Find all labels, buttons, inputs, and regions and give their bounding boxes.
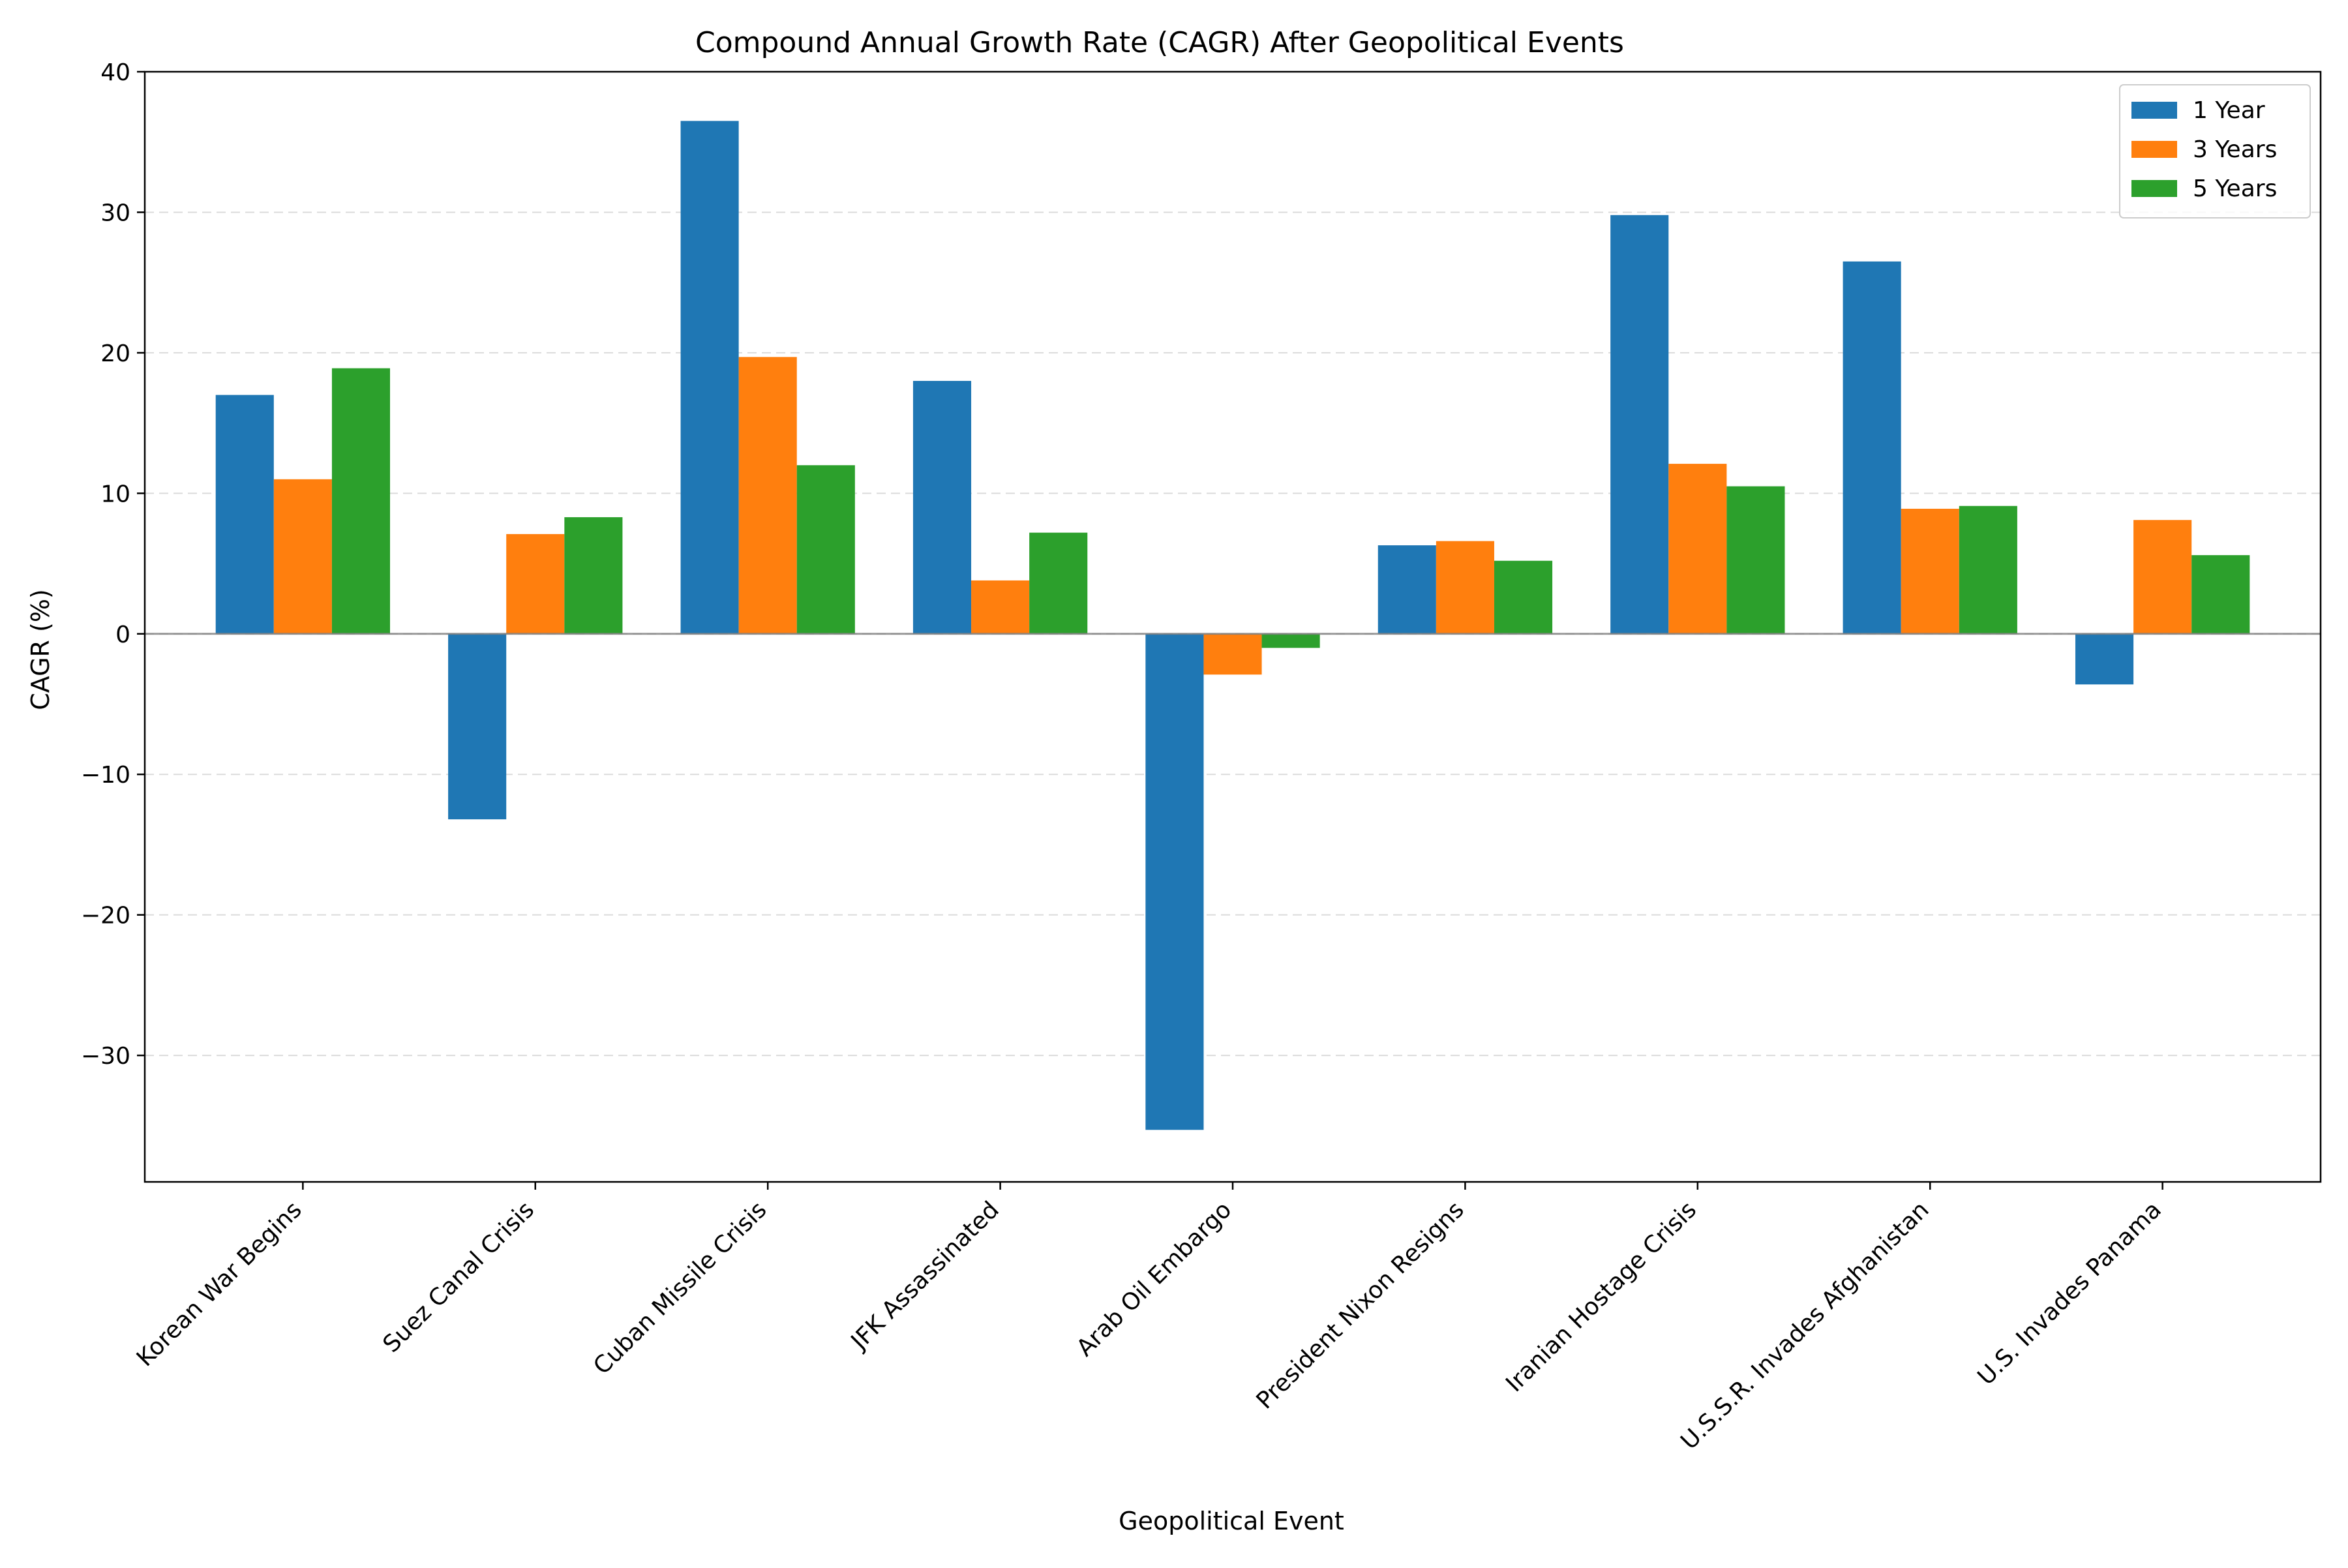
bar	[1436, 541, 1494, 634]
y-tick-label: −20	[81, 903, 130, 929]
y-tick-label: 40	[100, 59, 130, 86]
bar	[1494, 560, 1553, 634]
legend-label: 5 Years	[2193, 175, 2277, 202]
chart-title: Compound Annual Growth Rate (CAGR) After…	[695, 26, 1624, 59]
bar	[738, 357, 797, 634]
bars	[215, 121, 2250, 1130]
legend-swatch	[2131, 141, 2177, 158]
y-tick-label: 0	[115, 622, 130, 648]
bar	[2133, 520, 2192, 634]
y-tick-label: −10	[81, 762, 130, 789]
legend-label: 3 Years	[2193, 136, 2277, 163]
bar	[1726, 486, 1785, 634]
bar	[1029, 532, 1088, 634]
bar	[1377, 545, 1436, 634]
bar	[1959, 505, 2017, 634]
bar	[1261, 633, 1320, 648]
bar	[971, 580, 1030, 634]
bar	[912, 380, 972, 634]
y-axis-label: CAGR (%)	[26, 589, 55, 710]
bar	[331, 368, 391, 634]
bar	[273, 479, 332, 634]
bar	[215, 395, 274, 634]
y-tick-label: −30	[81, 1043, 130, 1070]
bar	[2191, 555, 2250, 634]
bar	[1668, 464, 1727, 634]
bar	[2075, 633, 2134, 685]
y-tick-label: 10	[100, 481, 130, 507]
y-tick-label: 20	[100, 340, 130, 367]
bar	[506, 534, 565, 634]
legend-swatch	[2131, 180, 2177, 197]
legend-swatch	[2131, 102, 2177, 119]
bar	[1203, 633, 1262, 675]
bar	[564, 517, 623, 634]
bar	[796, 465, 855, 634]
bar	[680, 121, 739, 634]
bar	[1901, 509, 1959, 634]
bar	[1843, 261, 1901, 634]
y-tick-label: 30	[100, 200, 130, 226]
legend: 1 Year 3 Years 5 Years	[2119, 84, 2311, 219]
x-axis-label: Geopolitical Event	[1119, 1507, 1344, 1535]
y-axis-ticks: −30 −20 −10 0 10 20 30 40	[81, 59, 145, 1070]
bar	[1145, 633, 1204, 1130]
bar	[448, 633, 507, 820]
legend-label: 1 Year	[2193, 97, 2265, 124]
bar	[1610, 215, 1669, 634]
